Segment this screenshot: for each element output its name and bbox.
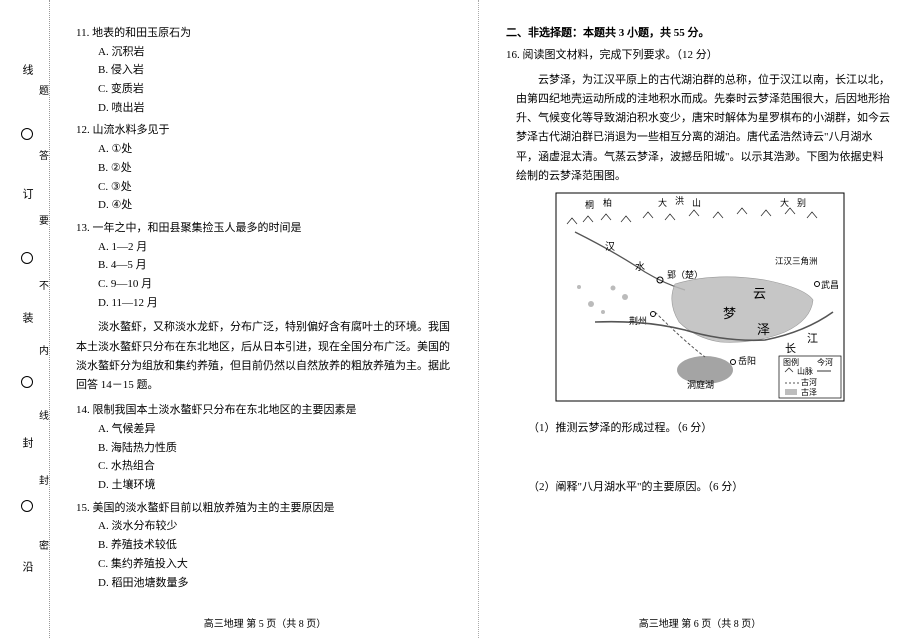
map-label-yueyang: 岳阳 bbox=[738, 355, 756, 366]
svg-text:古河: 古河 bbox=[801, 377, 817, 387]
question-stem: 15. 美国的淡水螯虾目前以粗放养殖为主的主要原因是 bbox=[76, 499, 454, 518]
question-options: A. 沉积岩 B. 侵入岩 C. 变质岩 D. 喷出岩 bbox=[76, 43, 454, 118]
svg-text:水: 水 bbox=[635, 261, 645, 273]
binding-char: 密 bbox=[35, 540, 50, 556]
option-c: C. 水热组合 bbox=[98, 457, 454, 476]
option-d: D. ④处 bbox=[98, 196, 454, 215]
binding-char: 要 bbox=[35, 215, 50, 231]
binding-char: 答 bbox=[35, 150, 50, 166]
svg-text:古泽: 古泽 bbox=[801, 387, 817, 397]
question-stem: 16. 阅读图文材料，完成下列要求。（12 分） bbox=[506, 46, 894, 65]
question-15: 15. 美国的淡水螯虾目前以粗放养殖为主的主要原因是 A. 淡水分布较少 B. … bbox=[76, 499, 454, 592]
svg-text:洪: 洪 bbox=[675, 195, 684, 206]
passage-q16: 云梦泽，为江汉平原上的古代湖泊群的总称，位于汉江以南，长江以北，由第四纪地壳运动… bbox=[516, 71, 894, 187]
binding-char: 线 bbox=[35, 410, 50, 426]
option-c: C. 9—10 月 bbox=[98, 275, 454, 294]
map-label-delta: 江汉三角洲 bbox=[775, 256, 818, 266]
passage-q14-15: 淡水螯虾，又称淡水龙虾，分布广泛，特别偏好含有腐叶土的环境。我国本土淡水螯虾只分… bbox=[76, 318, 454, 395]
svg-text:别: 别 bbox=[797, 198, 806, 208]
binding-inner-col: 题 答 要 不 内 线 封 密 bbox=[36, 60, 48, 580]
option-b: B. 海陆热力性质 bbox=[98, 439, 454, 458]
option-c: C. 变质岩 bbox=[98, 80, 454, 99]
map-label-ying: 郢（楚） bbox=[667, 269, 703, 280]
binding-char: 装 bbox=[19, 312, 35, 327]
river-label-han: 汉 bbox=[605, 241, 615, 253]
question-stem: 14. 限制我国本土淡水螯虾只分布在东北地区的主要因素是 bbox=[76, 401, 454, 420]
map-label-meng: 梦 bbox=[723, 306, 736, 321]
legend-title: 图例 bbox=[783, 357, 799, 367]
map-legend: 图例 山脉 今河 古河 古泽 bbox=[779, 356, 841, 398]
page-6: 二、非选择题：本题共 3 小题，共 55 分。 16. 阅读图文材料，完成下列要… bbox=[480, 0, 920, 638]
option-c: C. 集约养殖投入大 bbox=[98, 555, 454, 574]
binding-circle bbox=[21, 128, 33, 140]
binding-circle bbox=[21, 252, 33, 264]
option-a: A. 气候差异 bbox=[98, 420, 454, 439]
option-d: D. 喷出岩 bbox=[98, 99, 454, 118]
question-stem: 12. 山流水料多见于 bbox=[76, 121, 454, 140]
binding-char: 订 bbox=[19, 188, 35, 203]
question-11: 11. 地表的和田玉原石为 A. 沉积岩 B. 侵入岩 C. 变质岩 D. 喷出… bbox=[76, 24, 454, 117]
binding-margin: 线 订 装 封 沿 题 答 要 不 内 线 封 密 bbox=[0, 0, 50, 638]
svg-text:山脉: 山脉 bbox=[797, 366, 813, 376]
option-b: B. ②处 bbox=[98, 159, 454, 178]
binding-char: 内 bbox=[35, 345, 50, 361]
map-label-wuchang: 武昌 bbox=[821, 279, 839, 290]
section-2-title: 二、非选择题：本题共 3 小题，共 55 分。 bbox=[506, 24, 894, 40]
page-footer-5: 高三地理 第 5 页（共 8 页） bbox=[50, 615, 480, 630]
q16-sub1: （1）推测云梦泽的形成过程。（6 分） bbox=[506, 419, 894, 438]
question-16: 16. 阅读图文材料，完成下列要求。（12 分） 云梦泽，为江汉平原上的古代湖泊… bbox=[506, 46, 894, 496]
binding-circle bbox=[21, 376, 33, 388]
option-a: A. 1—2 月 bbox=[98, 238, 454, 257]
svg-text:大: 大 bbox=[780, 197, 789, 208]
binding-char: 线 bbox=[19, 64, 35, 79]
binding-char: 题 bbox=[35, 85, 50, 101]
binding-char: 封 bbox=[35, 475, 50, 491]
question-12: 12. 山流水料多见于 A. ①处 B. ②处 C. ③处 D. ④处 bbox=[76, 121, 454, 214]
binding-char: 沿 bbox=[19, 561, 35, 576]
svg-text:大: 大 bbox=[658, 197, 667, 208]
binding-outer-col: 线 订 装 封 沿 bbox=[20, 40, 34, 600]
option-a: A. 沉积岩 bbox=[98, 43, 454, 62]
map-label-dongting: 洞庭湖 bbox=[687, 379, 714, 390]
question-options: A. ①处 B. ②处 C. ③处 D. ④处 bbox=[76, 140, 454, 215]
question-stem: 11. 地表的和田玉原石为 bbox=[76, 24, 454, 43]
question-14: 14. 限制我国本土淡水螯虾只分布在东北地区的主要因素是 A. 气候差异 B. … bbox=[76, 401, 454, 494]
option-a: A. ①处 bbox=[98, 140, 454, 159]
map-label-mtn1: 桐 bbox=[585, 199, 594, 210]
page-footer-6: 高三地理 第 6 页（共 8 页） bbox=[480, 615, 920, 630]
svg-text:柏: 柏 bbox=[603, 197, 612, 208]
option-d: D. 11—12 月 bbox=[98, 294, 454, 313]
option-d: D. 土壤环境 bbox=[98, 476, 454, 495]
svg-text:今河: 今河 bbox=[817, 357, 833, 367]
option-b: B. 养殖技术较低 bbox=[98, 536, 454, 555]
river-label-chang: 长 bbox=[785, 342, 796, 355]
svg-text:江: 江 bbox=[807, 332, 818, 345]
question-13: 13. 一年之中，和田县聚集捡玉人最多的时间是 A. 1—2 月 B. 4—5 … bbox=[76, 219, 454, 312]
yunmengze-map: 桐 柏 大 洪 山 大 别 汉 水 郢（楚） 荆州 江汉三角洲 bbox=[506, 192, 894, 409]
option-c: C. ③处 bbox=[98, 178, 454, 197]
question-options: A. 淡水分布较少 B. 养殖技术较低 C. 集约养殖投入大 D. 稻田池塘数量… bbox=[76, 517, 454, 592]
map-label-jingzhou: 荆州 bbox=[629, 315, 647, 326]
map-label-yun: 云 bbox=[753, 286, 766, 301]
page-5: 11. 地表的和田玉原石为 A. 沉积岩 B. 侵入岩 C. 变质岩 D. 喷出… bbox=[50, 0, 480, 638]
map-svg: 桐 柏 大 洪 山 大 别 汉 水 郢（楚） 荆州 江汉三角洲 bbox=[555, 192, 845, 402]
option-b: B. 侵入岩 bbox=[98, 61, 454, 80]
q16-sub2: （2）阐释"八月湖水平"的主要原因。（6 分） bbox=[506, 478, 894, 497]
map-label-ze: 泽 bbox=[757, 322, 770, 337]
binding-char: 不 bbox=[35, 280, 50, 296]
option-d: D. 稻田池塘数量多 bbox=[98, 574, 454, 593]
question-stem: 13. 一年之中，和田县聚集捡玉人最多的时间是 bbox=[76, 219, 454, 238]
question-options: A. 气候差异 B. 海陆热力性质 C. 水热组合 D. 土壤环境 bbox=[76, 420, 454, 495]
option-a: A. 淡水分布较少 bbox=[98, 517, 454, 536]
svg-text:山: 山 bbox=[692, 198, 701, 208]
binding-circle bbox=[21, 500, 33, 512]
binding-char: 封 bbox=[19, 437, 35, 452]
option-b: B. 4—5 月 bbox=[98, 256, 454, 275]
question-options: A. 1—2 月 B. 4—5 月 C. 9—10 月 D. 11—12 月 bbox=[76, 238, 454, 313]
